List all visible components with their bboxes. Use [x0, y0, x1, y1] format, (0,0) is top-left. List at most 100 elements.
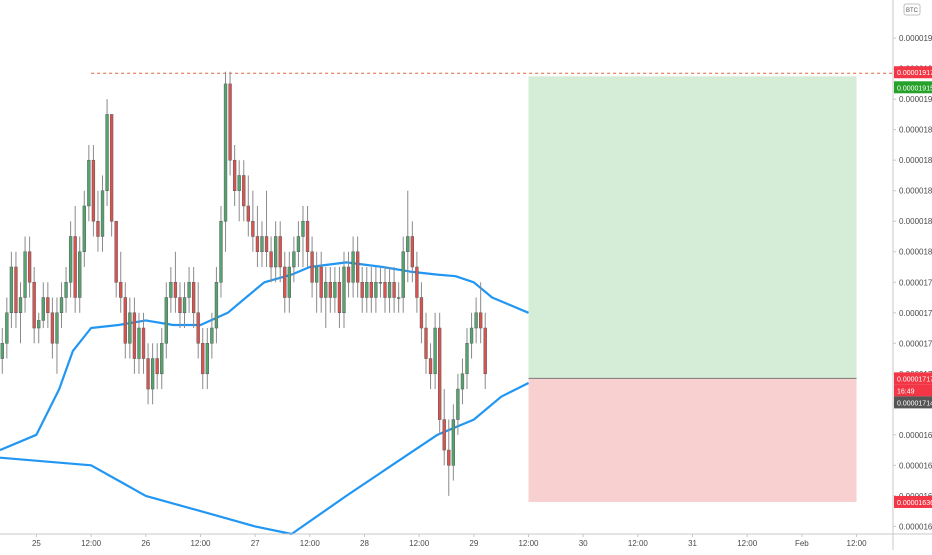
candle-body[interactable] — [201, 343, 205, 375]
candle-body[interactable] — [27, 251, 32, 283]
ma-price-tag-bg[interactable] — [894, 396, 932, 409]
candle-body[interactable] — [383, 282, 387, 298]
candle-body[interactable] — [251, 220, 255, 237]
candle-body[interactable] — [479, 312, 483, 329]
candle-body[interactable] — [210, 327, 214, 344]
candle-body[interactable] — [406, 236, 410, 252]
candle-body[interactable] — [428, 358, 433, 375]
candle-body[interactable] — [223, 83, 228, 222]
candle-body[interactable] — [433, 327, 437, 375]
candle-body[interactable] — [273, 236, 278, 268]
stop-price-tag-bg[interactable] — [894, 495, 932, 508]
candle-body[interactable] — [146, 358, 150, 390]
candle-body[interactable] — [392, 282, 396, 298]
candle-body[interactable] — [128, 312, 132, 344]
candle-body[interactable] — [5, 312, 9, 344]
candle-body[interactable] — [14, 266, 18, 314]
candle-body[interactable] — [160, 343, 164, 375]
profit-zone[interactable] — [528, 76, 857, 379]
candle-body[interactable] — [378, 282, 383, 284]
countdown-tag-bg[interactable] — [894, 384, 932, 397]
candle-body[interactable] — [365, 282, 369, 298]
candle-body[interactable] — [196, 312, 200, 344]
candle-body[interactable] — [328, 282, 332, 298]
candle-body[interactable] — [387, 282, 392, 298]
candle-body[interactable] — [374, 282, 378, 298]
candle-body[interactable] — [369, 282, 373, 298]
candle-body[interactable] — [451, 419, 455, 466]
candle-body[interactable] — [232, 159, 237, 191]
candle-body[interactable] — [442, 419, 446, 451]
candle-body[interactable] — [346, 266, 351, 283]
candle-body[interactable] — [91, 159, 96, 222]
candle-body[interactable] — [246, 205, 250, 222]
candle-body[interactable] — [105, 114, 109, 191]
candle-body[interactable] — [465, 343, 469, 375]
last-price-tag-bg[interactable] — [894, 372, 932, 385]
candle-body[interactable] — [219, 220, 223, 283]
candle-body[interactable] — [319, 266, 323, 298]
candle-body[interactable] — [269, 251, 273, 268]
candle-body[interactable] — [314, 266, 319, 283]
candle-body[interactable] — [469, 327, 474, 344]
candle-body[interactable] — [59, 297, 64, 314]
candle-body[interactable] — [292, 251, 296, 268]
candle-body[interactable] — [155, 358, 159, 375]
candle-body[interactable] — [87, 159, 91, 207]
candle-body[interactable] — [119, 282, 123, 298]
candle-body[interactable] — [82, 205, 86, 252]
candle-body[interactable] — [73, 236, 77, 298]
candle-body[interactable] — [424, 327, 428, 359]
candle-body[interactable] — [32, 282, 36, 329]
ma-slow-line[interactable] — [0, 382, 529, 536]
candle-body[interactable] — [355, 251, 360, 283]
candle-body[interactable] — [123, 297, 127, 344]
candle-body[interactable] — [214, 282, 219, 329]
candle-body[interactable] — [447, 449, 451, 466]
resistance-price-tag-bg[interactable] — [894, 66, 932, 79]
candle-body[interactable] — [296, 236, 301, 252]
candle-body[interactable] — [333, 282, 337, 298]
candle-body[interactable] — [150, 358, 155, 390]
candle-body[interactable] — [415, 266, 419, 298]
candle-body[interactable] — [0, 343, 4, 359]
candle-body[interactable] — [68, 236, 73, 283]
candle-body[interactable] — [178, 297, 182, 314]
candle-body[interactable] — [173, 282, 178, 298]
candle-body[interactable] — [169, 282, 173, 298]
candle-body[interactable] — [41, 297, 45, 321]
candle-body[interactable] — [191, 282, 196, 314]
candle-body[interactable] — [278, 236, 282, 268]
candle-body[interactable] — [114, 220, 118, 283]
candle-body[interactable] — [50, 312, 55, 344]
candle-body[interactable] — [23, 251, 27, 298]
candle-body[interactable] — [483, 327, 487, 375]
candle-body[interactable] — [78, 251, 82, 298]
loss-zone[interactable] — [528, 378, 857, 502]
candle-body[interactable] — [305, 220, 310, 252]
candle-body[interactable] — [137, 327, 141, 359]
currency-badge[interactable] — [903, 3, 921, 16]
target-price-tag-bg[interactable] — [894, 81, 932, 94]
candle-body[interactable] — [283, 266, 287, 298]
candle-body[interactable] — [205, 343, 209, 375]
candle-body[interactable] — [132, 312, 137, 359]
candle-body[interactable] — [419, 297, 424, 329]
candle-body[interactable] — [401, 251, 405, 298]
candle-body[interactable] — [18, 297, 23, 314]
candle-body[interactable] — [324, 282, 328, 298]
candle-body[interactable] — [287, 266, 291, 298]
candle-body[interactable] — [456, 388, 460, 420]
candle-body[interactable] — [396, 297, 401, 299]
candle-body[interactable] — [64, 282, 68, 298]
candle-body[interactable] — [100, 190, 105, 237]
candle-body[interactable] — [141, 327, 146, 359]
candle-body[interactable] — [182, 297, 187, 314]
candle-body[interactable] — [237, 175, 241, 191]
candle-body[interactable] — [260, 236, 264, 252]
candle-body[interactable] — [9, 266, 14, 314]
candle-body[interactable] — [96, 220, 100, 237]
candle-body[interactable] — [228, 83, 232, 161]
